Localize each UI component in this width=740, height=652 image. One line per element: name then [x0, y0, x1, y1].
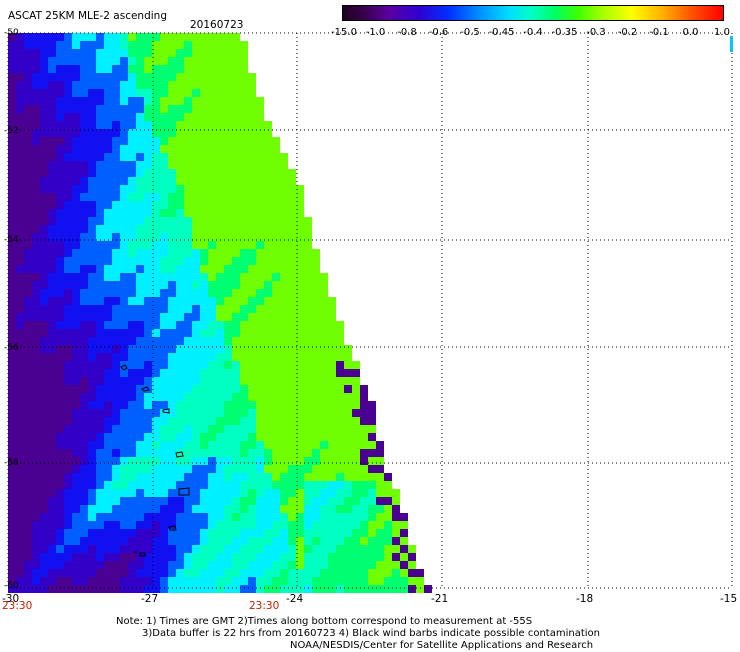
map-date: 20160723 — [190, 19, 243, 31]
colorbar-label: 1.0 — [714, 27, 730, 38]
colorbar-label: -0.5 — [460, 27, 480, 38]
colorbar-label: 0.0 — [683, 27, 699, 38]
lat-label-58: -58 — [4, 457, 19, 469]
lon-label-15: -15 — [720, 593, 737, 605]
lon-label-27: -27 — [141, 593, 158, 605]
lat-label-50: -50 — [4, 27, 19, 39]
mle-pixel-grid — [8, 33, 432, 593]
lon-label-21: -21 — [431, 593, 448, 605]
colorbar-label: -0.4 — [523, 27, 543, 38]
colorbar-label: -1.0 — [366, 27, 386, 38]
colorbar-label: -0.3 — [586, 27, 606, 38]
colorbar-label: -0.2 — [618, 27, 638, 38]
lon-label-18: -18 — [576, 593, 593, 605]
colorbar-label: -0.35 — [552, 27, 578, 38]
lon-label-24: -24 — [286, 593, 303, 605]
note-line-1: Note: 1) Times are GMT 2)Times along bot… — [116, 616, 532, 628]
time-label-mid: 23:30 — [249, 600, 279, 612]
note-line-2: 3)Data buffer is 22 hrs from 20160723 4)… — [142, 628, 600, 640]
colorbar-label: -0.8 — [397, 27, 417, 38]
lat-label-52: -52 — [4, 125, 19, 137]
lat-label-54: -54 — [4, 234, 19, 246]
lat-label-60: -60 — [4, 580, 19, 592]
note-line-3: NOAA/NESDIS/Center for Satellite Applica… — [290, 640, 593, 652]
time-label-left: 23:30 — [2, 600, 32, 612]
lat-label-56: -56 — [4, 342, 19, 354]
colorbar-label: -0.45 — [489, 27, 515, 38]
colorbar-label: -0.1 — [649, 27, 669, 38]
colorbar-label: -0.6 — [429, 27, 449, 38]
colorbar-label: -15.0 — [331, 27, 357, 38]
colorbar — [342, 5, 724, 21]
map-title: ASCAT 25KM MLE-2 ascending — [8, 10, 167, 22]
